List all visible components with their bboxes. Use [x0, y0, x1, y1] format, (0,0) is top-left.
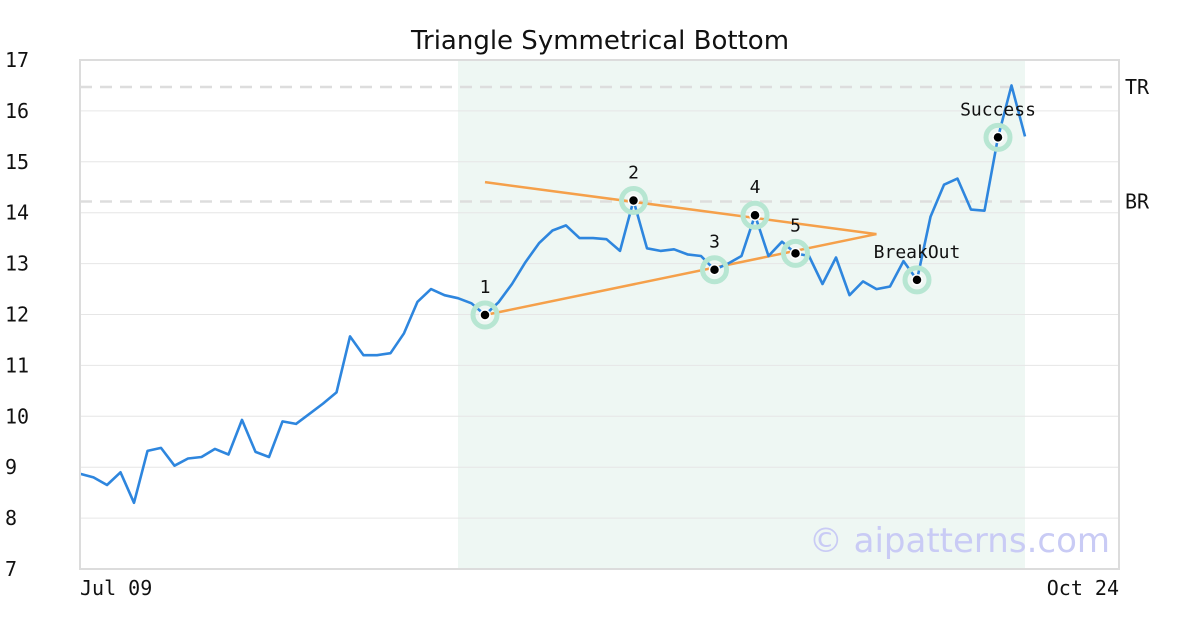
y-tick-label: 14	[5, 201, 29, 225]
y-tick-label: 13	[5, 252, 29, 276]
point-label: Success	[960, 99, 1036, 120]
point-label: 1	[480, 277, 491, 298]
point-marker	[710, 265, 720, 275]
y-tick-label: 16	[5, 99, 29, 123]
y-tick-label: 10	[5, 404, 29, 428]
point-label: 3	[709, 232, 720, 253]
point-marker	[750, 210, 760, 220]
level-label: TR	[1125, 75, 1150, 99]
y-axis-ticks: 7 8 9 10 11 12 13 14 15 16 17	[5, 48, 29, 581]
point-label: 5	[790, 215, 801, 236]
point-marker	[993, 132, 1003, 142]
point-marker	[912, 275, 922, 285]
y-tick-label: 7	[5, 557, 17, 581]
y-tick-label: 17	[5, 48, 29, 72]
point-label: BreakOut	[874, 242, 961, 263]
watermark: © aipatterns.com	[809, 521, 1110, 561]
y-tick-label: 11	[5, 353, 29, 377]
point-label: 4	[750, 177, 761, 198]
point-marker	[791, 248, 801, 258]
level-label: BR	[1125, 190, 1150, 214]
point-marker	[629, 195, 639, 205]
y-tick-label: 9	[5, 455, 17, 479]
y-tick-label: 15	[5, 150, 29, 174]
x-axis-ticks: Jul 09 Oct 24	[80, 576, 1119, 600]
y-tick-label: 8	[5, 506, 17, 530]
x-tick-label: Jul 09	[80, 576, 152, 600]
chart-title: Triangle Symmetrical Bottom	[410, 26, 789, 56]
y-tick-label: 12	[5, 303, 29, 327]
point-label: 2	[628, 162, 639, 183]
point-marker	[480, 310, 490, 320]
x-tick-label: Oct 24	[1047, 576, 1119, 600]
